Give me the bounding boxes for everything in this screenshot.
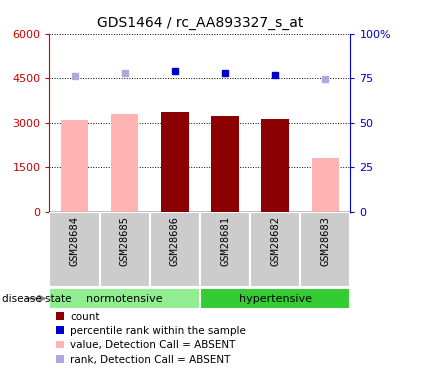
Bar <box>49 212 100 287</box>
Text: GSM28681: GSM28681 <box>220 216 230 266</box>
Text: count: count <box>70 312 100 322</box>
Bar <box>200 212 250 287</box>
Bar <box>312 158 339 212</box>
Bar <box>261 119 289 212</box>
Text: GSM28683: GSM28683 <box>320 216 330 266</box>
Text: disease state: disease state <box>2 294 72 304</box>
Bar <box>161 111 189 212</box>
Text: rank, Detection Call = ABSENT: rank, Detection Call = ABSENT <box>70 355 230 364</box>
Text: percentile rank within the sample: percentile rank within the sample <box>70 326 246 336</box>
Text: GSM28686: GSM28686 <box>170 216 180 266</box>
Bar <box>211 116 239 212</box>
Bar <box>61 120 88 212</box>
Text: value, Detection Call = ABSENT: value, Detection Call = ABSENT <box>70 340 236 350</box>
Title: GDS1464 / rc_AA893327_s_at: GDS1464 / rc_AA893327_s_at <box>97 16 303 30</box>
Bar <box>300 212 350 287</box>
Bar <box>250 212 300 287</box>
Bar <box>100 212 150 287</box>
Text: normotensive: normotensive <box>86 294 163 303</box>
Bar <box>111 114 138 212</box>
Text: GSM28682: GSM28682 <box>270 216 280 266</box>
Text: GSM28685: GSM28685 <box>120 216 130 266</box>
Bar <box>49 288 200 309</box>
Text: hypertensive: hypertensive <box>239 294 312 303</box>
Bar <box>200 288 350 309</box>
Text: GSM28684: GSM28684 <box>70 216 80 266</box>
Bar <box>150 212 200 287</box>
